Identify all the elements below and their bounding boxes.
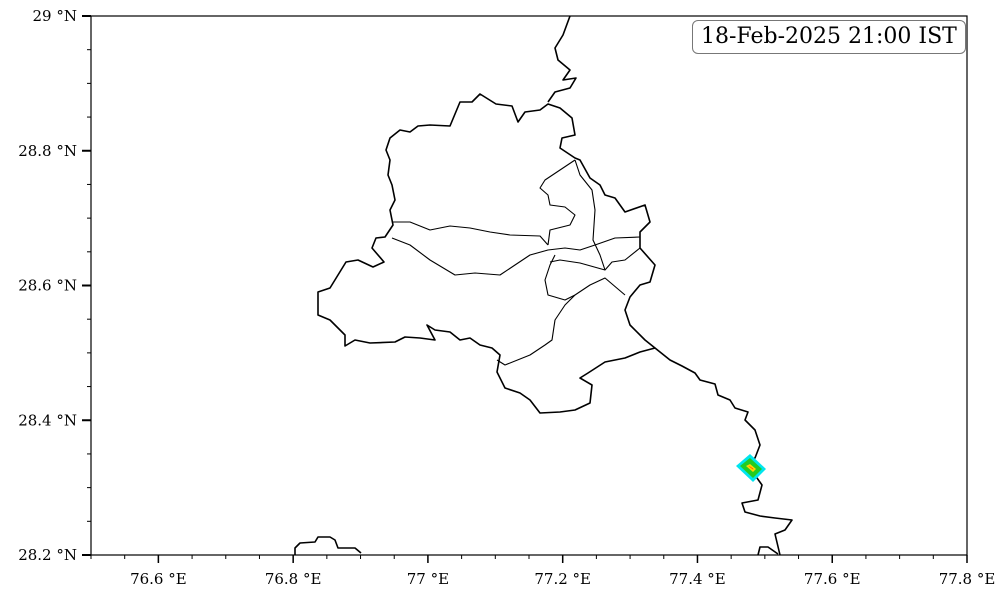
river-upper	[547, 15, 577, 103]
y-tick-label: 28.4 °N	[18, 411, 77, 429]
x-tick-label: 77.2 °E	[534, 570, 591, 588]
x-tick-label: 76.8 °E	[265, 570, 322, 588]
delhi-outer-boundary	[317, 93, 656, 414]
axis-ticks	[82, 15, 968, 563]
district-line	[574, 159, 606, 271]
timestamp-annotation: 18-Feb-2025 21:00 IST	[692, 20, 966, 54]
y-tick-label: 28.8 °N	[18, 142, 77, 160]
district-line	[544, 254, 626, 301]
district-line	[496, 294, 576, 366]
district-boundaries	[391, 159, 641, 366]
x-tick-label: 77 °E	[407, 570, 449, 588]
district-line	[549, 247, 641, 271]
y-tick-label: 28.2 °N	[18, 546, 77, 564]
contour-level-4	[748, 466, 754, 470]
boundary-fragment-sw	[294, 536, 362, 555]
x-axis-labels: 76.6 °E 76.8 °E 77 °E 77.2 °E 77.4 °E 77.6 °E…	[130, 570, 995, 588]
plot-area	[91, 16, 967, 555]
x-tick-label: 77.8 °E	[939, 570, 996, 588]
district-line	[391, 236, 641, 276]
x-tick-label: 76.6 °E	[130, 570, 187, 588]
district-line	[392, 221, 549, 246]
x-tick-label: 77.4 °E	[669, 570, 726, 588]
x-tick-label: 77.6 °E	[804, 570, 861, 588]
y-tick-label: 28.6 °N	[18, 277, 77, 295]
boundary-fragment-se	[757, 546, 779, 556]
y-axis-labels: 28.2 °N 28.4 °N 28.6 °N 28.8 °N 29 °N	[18, 7, 77, 564]
precipitation-contours	[736, 454, 766, 482]
district-line	[539, 159, 576, 246]
y-tick-label: 29 °N	[33, 7, 77, 25]
